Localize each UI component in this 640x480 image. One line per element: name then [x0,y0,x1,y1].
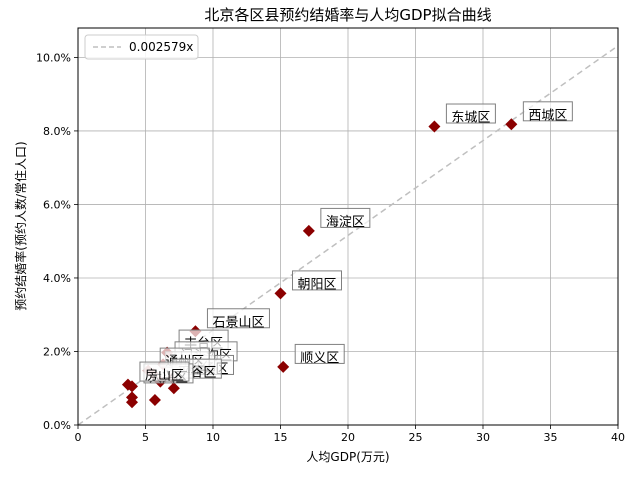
point-annotation: 东城区 [446,104,495,126]
annotation-label: 朝阳区 [298,277,337,292]
x-tick-label: 40 [611,431,625,444]
annotation-label: 东城区 [451,111,490,126]
chart-title: 北京各区县预约结婚率与人均GDP拟合曲线 [204,6,491,24]
point-annotation: 房山区 [140,362,189,384]
point-annotation: 朝阳区 [293,271,342,293]
x-tick-label: 10 [206,431,220,444]
y-tick-label: 2.0% [43,345,71,358]
point-annotation: 海淀区 [321,208,370,230]
annotation-label: 顺义区 [300,351,339,366]
annotation-label: 海淀区 [326,215,365,230]
point-annotation: 石景山区 [207,309,269,331]
y-tick-label: 8.0% [43,125,71,138]
y-tick-label: 10.0% [36,51,71,64]
annotation-label: 石景山区 [212,315,264,330]
x-tick-label: 20 [341,431,355,444]
x-tick-label: 0 [75,431,82,444]
legend: 0.002579x [85,35,198,59]
legend-label: 0.002579x [129,40,193,54]
y-axis-label: 预约结婚率(预约人数/常住人口) [13,141,28,310]
x-axis-label: 人均GDP(万元) [306,450,389,464]
x-tick-label: 35 [544,431,558,444]
x-tick-label: 15 [274,431,288,444]
point-annotation: 西城区 [523,102,572,124]
point-annotation: 顺义区 [295,344,344,366]
y-tick-label: 0.0% [43,419,71,432]
annotation-label: 西城区 [528,108,567,123]
x-tick-label: 25 [409,431,423,444]
x-tick-label: 30 [476,431,490,444]
annotation-label: 房山区 [145,368,184,384]
y-tick-label: 4.0% [43,272,71,285]
x-tick-label: 5 [142,431,149,444]
y-tick-label: 6.0% [43,198,71,211]
